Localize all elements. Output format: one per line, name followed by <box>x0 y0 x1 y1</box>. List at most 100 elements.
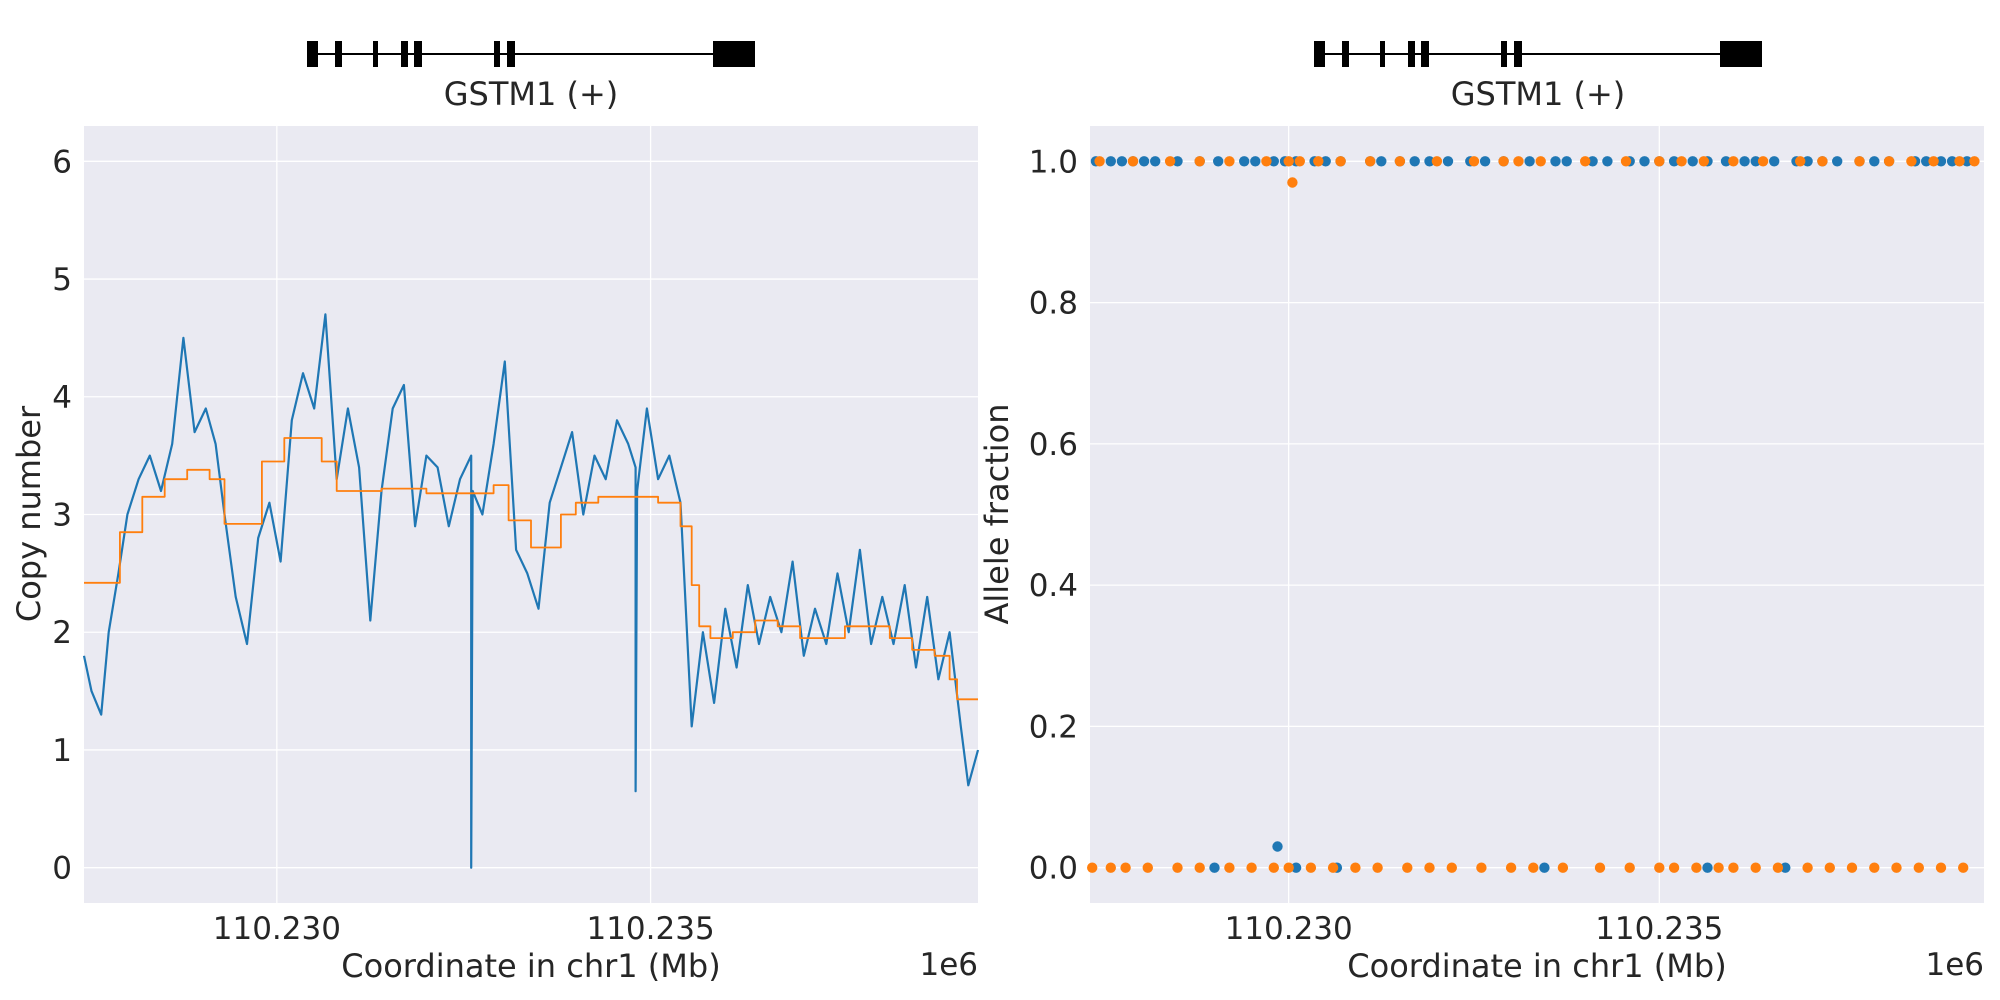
gene-exon <box>1314 41 1325 67</box>
data-point <box>1913 862 1925 873</box>
data-point <box>1209 862 1220 873</box>
y-tick-labels: 0.0 0.2 0.4 0.6 0.8 1.0 <box>1029 144 1078 886</box>
y-axis-label: Copy number <box>10 405 48 622</box>
x-tick-label: 110.230 <box>213 911 341 947</box>
gene-exon <box>713 41 755 67</box>
data-point <box>1224 156 1235 167</box>
data-point <box>1769 156 1780 167</box>
data-point <box>1802 156 1813 167</box>
gene-exon <box>1408 41 1415 67</box>
segment-step-line <box>84 437 978 701</box>
data-point <box>1921 156 1932 167</box>
data-point <box>1402 862 1413 873</box>
data-point <box>1105 156 1117 167</box>
gene-exon <box>335 41 342 67</box>
y-axis-label: Allele fraction <box>978 403 1016 624</box>
y-tick-label: 4 <box>52 380 72 416</box>
data-point <box>1305 862 1317 873</box>
data-point <box>1365 156 1376 167</box>
data-point <box>1479 156 1491 167</box>
data-point <box>1172 862 1183 873</box>
data-point <box>1935 156 1947 167</box>
data-point <box>1539 862 1550 873</box>
data-point <box>1961 156 1973 167</box>
data-point <box>1654 156 1665 167</box>
data-point <box>1587 156 1598 167</box>
data-point <box>1869 862 1880 873</box>
series-layer <box>1087 156 1980 873</box>
y-tick-label: 0.2 <box>1029 709 1078 745</box>
data-point <box>1624 862 1635 873</box>
x-offset-label: 1e6 <box>1925 947 1984 983</box>
x-axis-label: Coordinate in chr1 (Mb) <box>1347 947 1726 985</box>
y-tick-label: 3 <box>52 498 72 534</box>
data-point <box>1213 156 1224 167</box>
data-point <box>1335 156 1346 167</box>
data-point <box>1164 156 1176 167</box>
data-point <box>1795 156 1806 167</box>
y-tick-label: 5 <box>52 262 72 298</box>
gene-exon <box>373 41 378 67</box>
data-point <box>1620 156 1632 167</box>
data-point <box>1654 862 1665 873</box>
data-point <box>1528 862 1539 873</box>
data-point <box>1442 156 1454 167</box>
data-point <box>1854 156 1865 167</box>
gene-exon <box>494 41 500 67</box>
gene-exon <box>1421 41 1429 67</box>
plot-background <box>1090 126 1984 903</box>
x-axis-label: Coordinate in chr1 (Mb) <box>341 947 720 985</box>
data-point <box>1320 156 1331 167</box>
y-tick-label: 0.6 <box>1029 427 1078 463</box>
data-point <box>1261 156 1272 167</box>
y-tick-labels: 0 1 2 3 4 5 6 <box>52 144 72 886</box>
data-point <box>1728 156 1739 167</box>
data-point <box>1668 156 1680 167</box>
data-point <box>1906 156 1917 167</box>
data-point <box>1424 156 1435 167</box>
y-tick-label: 0.8 <box>1029 286 1078 322</box>
data-point <box>1105 862 1117 873</box>
data-point <box>1350 862 1361 873</box>
y-tick-label: 6 <box>52 144 72 180</box>
data-point <box>1290 862 1302 873</box>
data-point <box>1757 156 1769 167</box>
data-point <box>1668 862 1680 873</box>
data-point <box>1287 177 1298 188</box>
data-point <box>1294 156 1306 167</box>
data-point <box>1394 156 1406 167</box>
y-tick-label: 1 <box>52 733 72 769</box>
data-point <box>1639 156 1650 167</box>
data-point <box>1272 841 1283 852</box>
gene-exon <box>1514 41 1522 67</box>
data-point <box>1946 156 1958 167</box>
data-point <box>1327 862 1339 873</box>
data-point <box>1505 862 1517 873</box>
data-point <box>1172 156 1183 167</box>
x-offset-label: 1e6 <box>919 947 978 983</box>
data-point <box>1802 862 1813 873</box>
data-point <box>1431 156 1443 167</box>
data-point <box>1969 156 1980 167</box>
data-point <box>1142 862 1154 873</box>
data-point <box>1780 862 1791 873</box>
data-point <box>1150 156 1161 167</box>
data-point <box>1869 156 1880 167</box>
x-tick-label: 110.230 <box>1225 911 1353 947</box>
data-point <box>1409 156 1420 167</box>
x-tick-label: 110.235 <box>586 911 714 947</box>
y-tick-label: 2 <box>52 615 72 651</box>
data-point <box>1687 156 1698 167</box>
data-point <box>1094 156 1105 167</box>
data-point <box>1954 156 1965 167</box>
x-tick-labels: 110.230 110.235 <box>1225 911 1724 947</box>
data-point <box>1476 862 1487 873</box>
data-point <box>1116 156 1128 167</box>
data-point <box>1268 156 1280 167</box>
copy-number-panel: 0 1 2 3 4 5 6 110.230 110.235 Coordinate in chr… <box>10 126 980 985</box>
data-point <box>1224 862 1235 873</box>
data-point <box>1713 862 1724 873</box>
data-point <box>1602 156 1613 167</box>
data-point <box>1561 156 1572 167</box>
data-point <box>1750 862 1761 873</box>
